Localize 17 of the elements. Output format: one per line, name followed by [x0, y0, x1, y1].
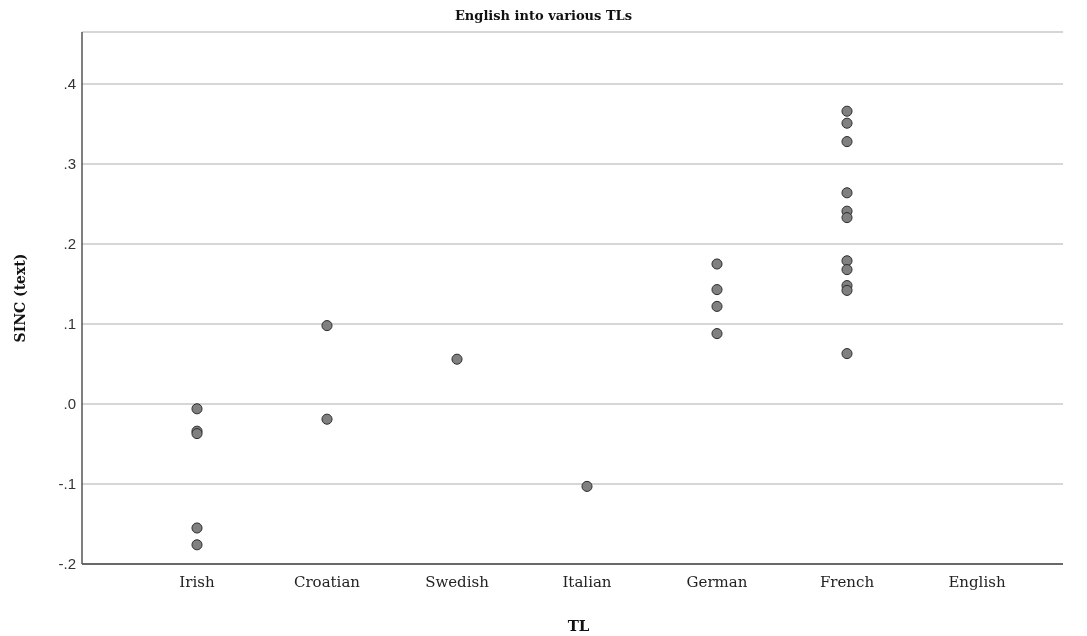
y-tick-label: .3 — [63, 155, 76, 173]
x-tick-label: Irish — [179, 572, 215, 591]
x-tick-label: Croatian — [293, 572, 361, 591]
x-axis-title: TL — [567, 617, 590, 635]
y-tick-label: .2 — [63, 235, 76, 253]
x-tick-label: Italian — [562, 572, 612, 591]
y-tick-label: -.1 — [58, 475, 76, 493]
x-tick-label: German — [686, 572, 748, 591]
y-tick-label: -.2 — [58, 555, 76, 573]
y-tick-label: .0 — [63, 395, 76, 413]
chart-title: English into various TLs — [453, 8, 634, 23]
x-tick-label: French — [819, 572, 875, 591]
x-tick-label: English — [948, 572, 1006, 591]
x-tick-label: Swedish — [425, 572, 490, 591]
y-axis-title: SINC (text) — [12, 253, 28, 343]
y-tick-label: .4 — [63, 75, 76, 93]
y-tick-label: .1 — [63, 315, 76, 333]
